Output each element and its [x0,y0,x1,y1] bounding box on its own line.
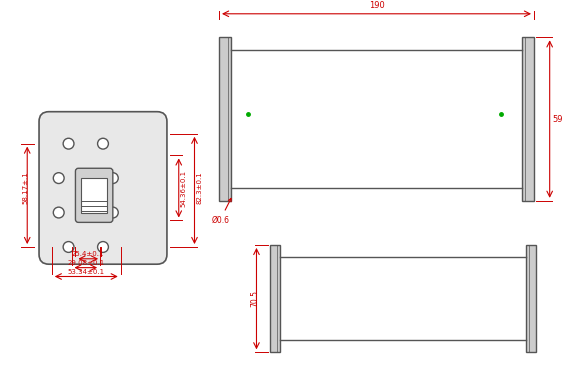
Bar [526,245,536,352]
Bar [219,38,231,201]
Bar [270,245,280,352]
Circle shape [63,138,74,149]
Circle shape [53,207,64,218]
Text: 70.5: 70.5 [250,290,259,307]
Bar [522,38,534,201]
Circle shape [108,173,118,184]
Text: 25.4±0.1: 25.4±0.1 [72,251,105,257]
Circle shape [108,207,118,218]
FancyBboxPatch shape [39,112,167,264]
Text: 29.08±0.1: 29.08±0.1 [67,260,105,266]
FancyBboxPatch shape [76,168,113,222]
Circle shape [63,241,74,252]
Bar [81,178,107,213]
Circle shape [53,173,64,184]
Text: 190: 190 [368,1,384,10]
Circle shape [98,138,109,149]
Text: Ø0.6: Ø0.6 [211,198,231,224]
Text: 82.3±0.1: 82.3±0.1 [196,171,202,204]
Text: 54.36±0.1: 54.36±0.1 [181,169,186,206]
Text: 53.34±0.1: 53.34±0.1 [67,269,105,275]
Text: 59: 59 [553,114,563,124]
Circle shape [98,241,109,252]
Text: 58.17±.1: 58.17±.1 [22,171,28,204]
